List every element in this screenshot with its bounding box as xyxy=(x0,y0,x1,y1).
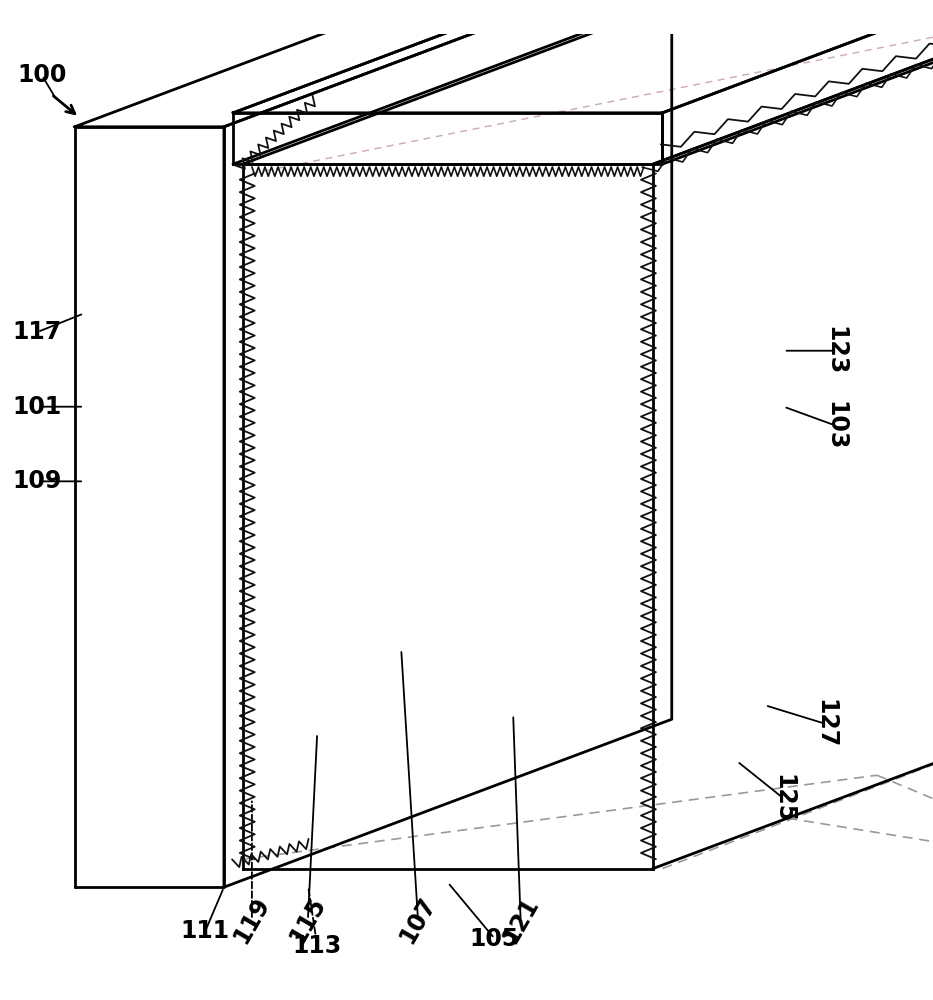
Text: 100: 100 xyxy=(18,63,66,87)
Text: 107: 107 xyxy=(396,892,440,947)
Text: 121: 121 xyxy=(498,893,543,947)
Text: 109: 109 xyxy=(13,469,62,493)
Text: 101: 101 xyxy=(13,395,62,419)
Text: 115: 115 xyxy=(285,893,330,947)
Text: 105: 105 xyxy=(470,927,519,951)
Text: 103: 103 xyxy=(823,401,847,450)
Text: 113: 113 xyxy=(293,934,341,958)
Text: 117: 117 xyxy=(13,320,62,344)
Text: 125: 125 xyxy=(772,774,796,823)
Text: 123: 123 xyxy=(823,326,847,375)
Text: 127: 127 xyxy=(814,699,838,749)
Text: 119: 119 xyxy=(230,893,274,947)
Text: 111: 111 xyxy=(181,919,230,943)
